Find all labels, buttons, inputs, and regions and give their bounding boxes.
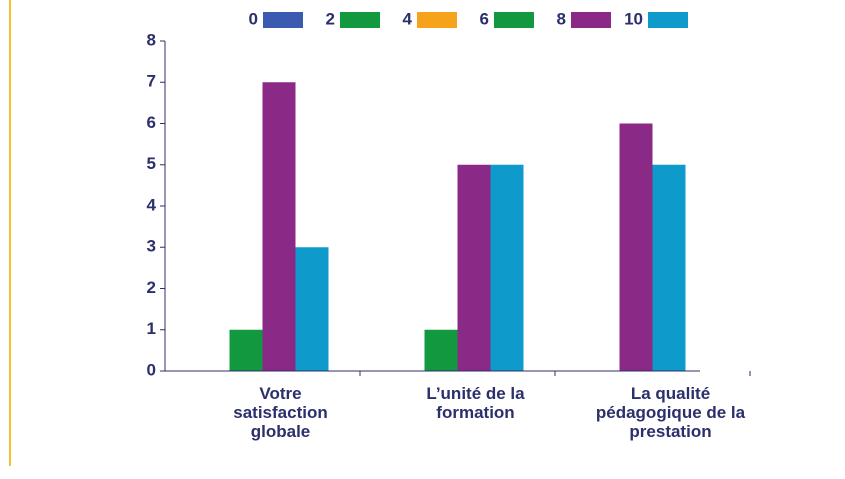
x-tick-label: Votre satisfaction globale (233, 384, 328, 441)
bar (490, 164, 524, 371)
bar (457, 164, 491, 371)
bar (619, 123, 653, 371)
legend-label: 4 (403, 9, 413, 28)
legend-swatch (494, 12, 534, 28)
bar (295, 247, 329, 371)
legend-swatch (571, 12, 611, 28)
y-tick-label: 2 (147, 278, 156, 297)
bar (424, 329, 458, 371)
y-tick-label: 5 (147, 154, 156, 173)
y-tick-label: 4 (147, 195, 157, 214)
legend-label: 10 (624, 9, 643, 28)
legend-label: 6 (480, 9, 489, 28)
legend-label: 8 (557, 9, 566, 28)
y-tick-label: 3 (147, 237, 156, 256)
y-tick-label: 6 (147, 113, 156, 132)
y-tick-label: 0 (147, 360, 156, 379)
legend-swatch (340, 12, 380, 28)
legend-swatch (648, 12, 688, 28)
legend-label: 0 (249, 9, 258, 28)
y-tick-label: 7 (147, 72, 156, 91)
bar (652, 164, 686, 371)
legend-label: 2 (326, 9, 335, 28)
bar (229, 329, 263, 371)
x-tick-label: La qualité pédagogique de la prestation (595, 384, 746, 441)
x-tick-label: L’unité de la formation (426, 384, 525, 422)
y-tick-label: 8 (147, 30, 156, 49)
bar (262, 82, 296, 371)
y-tick-label: 1 (147, 319, 156, 338)
legend-swatch (417, 12, 457, 28)
legend-swatch (263, 12, 303, 28)
